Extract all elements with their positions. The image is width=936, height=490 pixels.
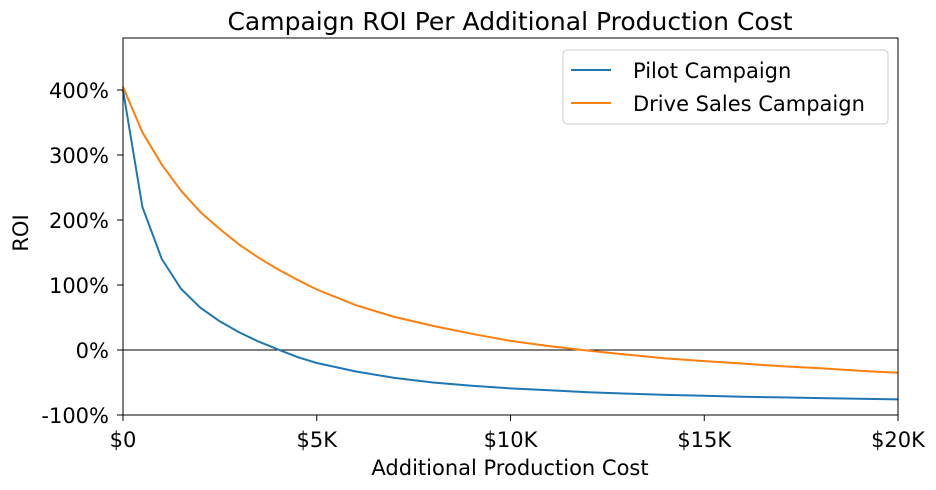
series-line-1 bbox=[122, 86, 899, 374]
plot-area: $0 $5K $10K $15K $20K -100% 0% 100% 200% 300% 400% bbox=[41, 37, 926, 452]
y-tick-label-4: 300% bbox=[49, 144, 109, 168]
y-tick-label-1: 0% bbox=[76, 339, 109, 363]
legend-box bbox=[562, 49, 889, 125]
y-tick-label-3: 200% bbox=[49, 209, 109, 233]
y-axis-label: ROI bbox=[9, 214, 33, 251]
x-axis-label: Additional Production Cost bbox=[371, 456, 648, 480]
legend-label-1: Drive Sales Campaign bbox=[633, 92, 865, 116]
y-tick-label-5: 400% bbox=[49, 79, 109, 103]
x-tick-label-0: $0 bbox=[110, 428, 137, 452]
chart-title: Campaign ROI Per Additional Production C… bbox=[227, 7, 792, 36]
y-tick-label-2: 100% bbox=[49, 274, 109, 298]
series-line-0 bbox=[122, 89, 899, 401]
x-tick-label-4: $20K bbox=[871, 428, 926, 452]
x-tick-label-1: $5K bbox=[297, 428, 339, 452]
x-tick-label-3: $15K bbox=[677, 428, 732, 452]
legend: Pilot Campaign Drive Sales Campaign bbox=[562, 49, 889, 125]
x-tick-label-2: $10K bbox=[484, 428, 539, 452]
y-tick-label-0: -100% bbox=[41, 404, 109, 428]
legend-label-0: Pilot Campaign bbox=[633, 59, 791, 83]
